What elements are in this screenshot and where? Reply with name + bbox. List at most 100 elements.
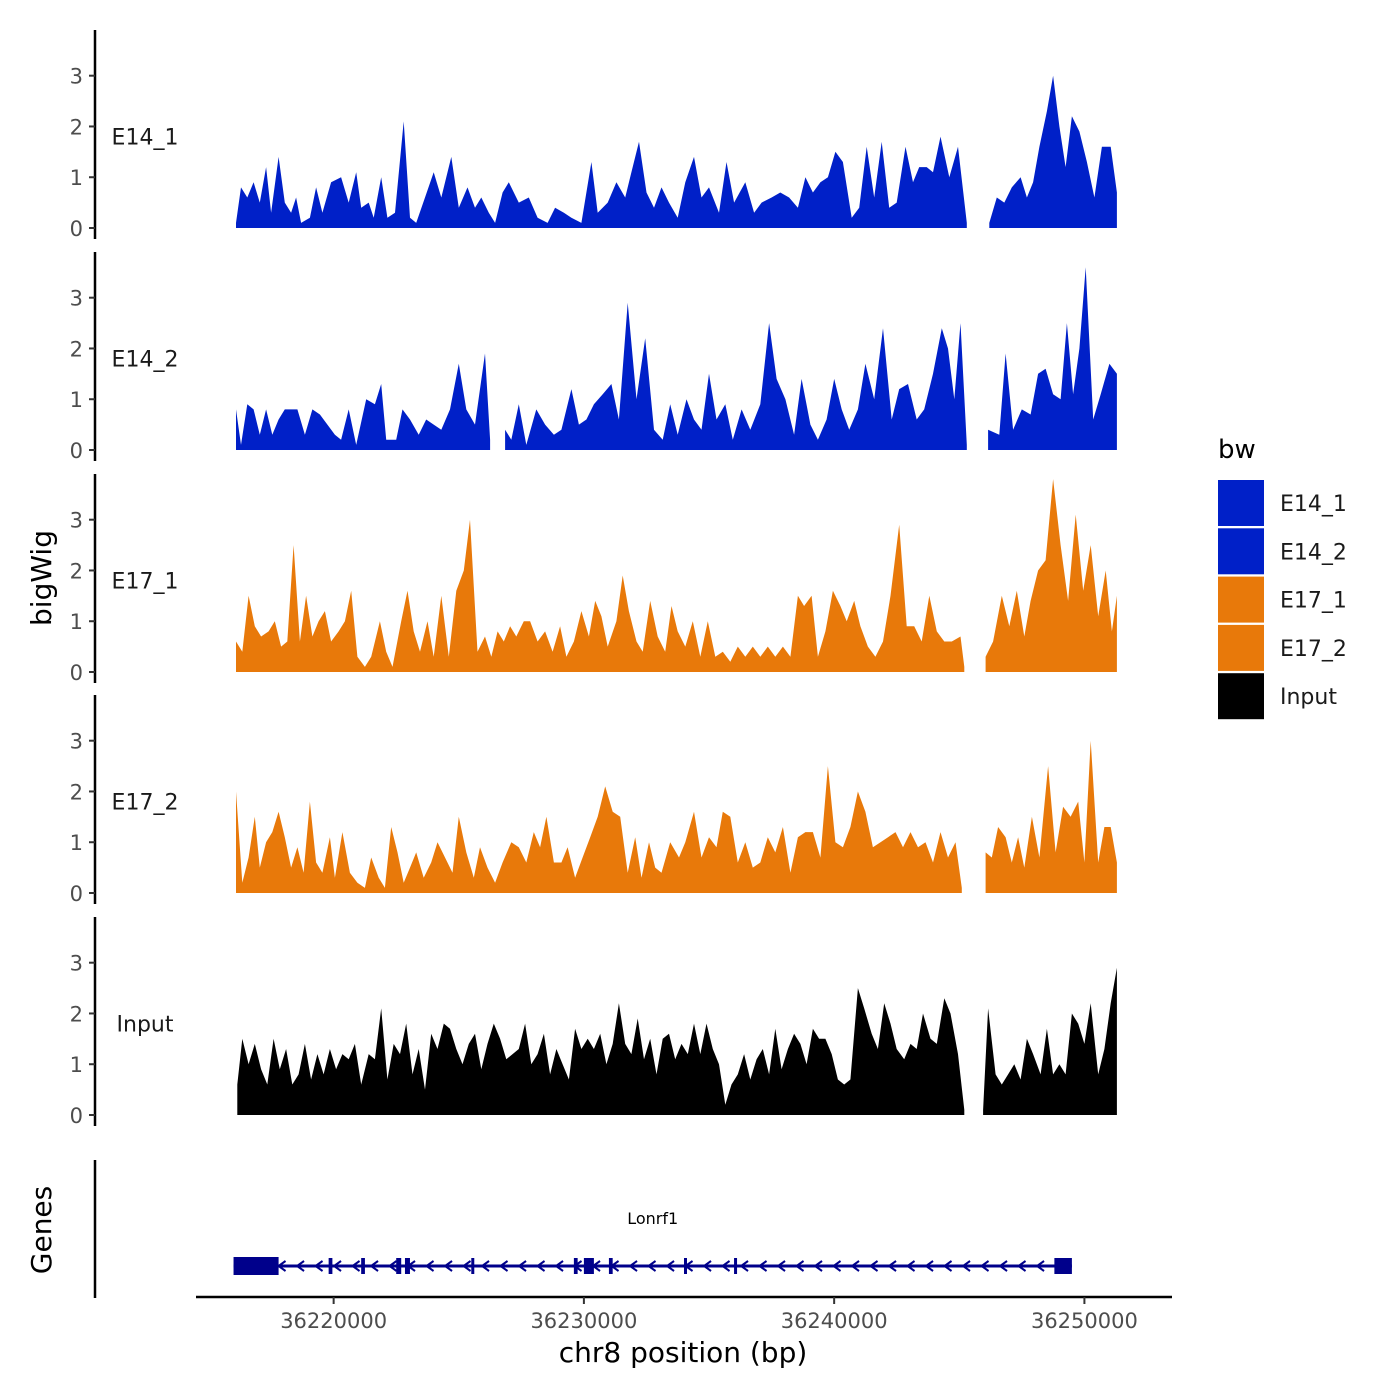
track-label: E14_2 — [112, 348, 179, 373]
y-tick-label: 2 — [70, 780, 83, 804]
x-axis: 36220000 36230000 36240000 36250000 — [196, 1295, 1172, 1333]
strand-arrow — [887, 1260, 897, 1272]
y-tick-label: 1 — [70, 166, 83, 190]
y-axis-title-genes: Genes — [25, 1186, 58, 1274]
y-tick-label: 0 — [70, 661, 83, 685]
y-tick-label: 0 — [70, 439, 83, 463]
gene-exon — [328, 1258, 333, 1274]
strand-arrow — [498, 1260, 509, 1272]
gene-exon — [1054, 1258, 1072, 1274]
strand-arrow — [424, 1260, 435, 1272]
coverage-area — [237, 988, 965, 1115]
coverage-area — [236, 353, 491, 450]
strand-arrow — [942, 1260, 953, 1272]
strand-arrow — [350, 1260, 361, 1272]
legend-swatch — [1218, 528, 1264, 575]
y-tick-label: 0 — [70, 217, 83, 241]
strand-arrow — [702, 1260, 712, 1272]
y-tick-label: 0 — [70, 882, 83, 906]
track-e17-2: 0 1 2 3 E17_2 — [70, 695, 1117, 906]
gene-exon — [233, 1257, 279, 1275]
strand-arrow — [850, 1260, 860, 1272]
y-tick-label: 2 — [70, 337, 83, 361]
x-tick-label: 36220000 — [280, 1309, 387, 1333]
track-label: E14_1 — [112, 126, 179, 151]
strand-arrow — [443, 1260, 453, 1272]
y-tick-label: 3 — [70, 730, 83, 754]
y-tick-label: 2 — [70, 559, 83, 583]
track-label: E17_2 — [112, 791, 179, 816]
strand-arrow — [1016, 1260, 1027, 1272]
strand-arrow — [905, 1260, 916, 1272]
gene-exon — [404, 1258, 410, 1274]
legend-label: E17_2 — [1280, 637, 1347, 662]
gene-exon — [734, 1258, 738, 1274]
gene-exon — [471, 1258, 475, 1274]
y-tick-label: 1 — [70, 1053, 83, 1077]
y-tick-label: 1 — [70, 610, 83, 634]
y-tick-label: 3 — [70, 509, 83, 533]
coverage-area — [236, 519, 965, 672]
gene-exon — [396, 1258, 402, 1274]
strand-arrow — [1035, 1260, 1045, 1272]
strand-arrow — [646, 1260, 657, 1272]
coverage-area — [988, 267, 1117, 450]
y-tick-label: 2 — [70, 115, 83, 139]
legend-swatch — [1218, 624, 1264, 671]
y-tick-label: 3 — [70, 65, 83, 89]
strand-arrow — [517, 1260, 527, 1272]
strand-arrow — [924, 1260, 934, 1272]
coverage-area — [236, 121, 967, 228]
track-e14-1: 0 1 2 3 E14_1 — [70, 30, 1117, 241]
gene-exon — [361, 1258, 365, 1274]
strand-arrow — [554, 1260, 564, 1272]
strand-arrow — [979, 1260, 990, 1272]
strand-arrow — [387, 1260, 398, 1272]
strand-arrow — [757, 1260, 768, 1272]
x-tick-label: 36230000 — [530, 1309, 637, 1333]
y-tick-label: 1 — [70, 831, 83, 855]
strand-arrow — [665, 1260, 675, 1272]
y-tick-label: 2 — [70, 1002, 83, 1026]
x-axis-title: chr8 position (bp) — [559, 1336, 808, 1369]
y-axis-title-bigwig: bigWig — [25, 530, 58, 626]
strand-arrow — [295, 1260, 305, 1272]
coverage-area — [505, 302, 967, 450]
gene-label: Lonrf1 — [627, 1209, 678, 1228]
gene-exon — [583, 1258, 594, 1274]
strand-arrow — [794, 1260, 805, 1272]
track-input: 0 1 2 3 Input — [70, 917, 1117, 1128]
gene-exon — [684, 1258, 687, 1274]
legend-swatch — [1218, 576, 1264, 623]
strand-arrow — [369, 1260, 379, 1272]
bigwig-tracks: 0 1 2 3 E14_1 0 1 2 3 E14_2 0 1 2 3 E17_1 0 1 2 3 E17_2 0 1 2 3… — [70, 30, 1117, 1128]
strand-arrow — [961, 1260, 971, 1272]
y-tick-label: 3 — [70, 287, 83, 311]
genes-panel: Lonrf1 — [93, 1160, 1072, 1298]
coverage-area — [985, 740, 1117, 893]
coverage-area — [983, 967, 1117, 1115]
strand-arrow — [535, 1260, 546, 1272]
coverage-area — [985, 479, 1117, 672]
strand-arrow — [776, 1260, 786, 1272]
track-label: Input — [117, 1013, 174, 1038]
strand-arrow — [480, 1260, 490, 1272]
legend-label: E17_1 — [1280, 589, 1347, 614]
legend-swatch — [1218, 480, 1264, 526]
legend-swatch — [1218, 673, 1264, 720]
x-tick-label: 36240000 — [781, 1309, 888, 1333]
track-label: E17_1 — [112, 570, 179, 595]
strand-arrow — [332, 1260, 342, 1272]
strand-arrow — [868, 1260, 879, 1272]
coverage-area — [989, 75, 1117, 228]
gene-exon — [608, 1258, 613, 1274]
x-tick-label: 36250000 — [1031, 1309, 1138, 1333]
legend-label: E14_1 — [1280, 492, 1347, 517]
legend-title: bw — [1218, 435, 1256, 465]
legend: bw E14_1 E14_2 E17_1 E17_2 Input — [1218, 435, 1347, 720]
gene-exon — [573, 1258, 578, 1274]
legend-label: E14_2 — [1280, 540, 1347, 565]
track-e14-2: 0 1 2 3 E14_2 — [70, 252, 1117, 463]
legend-label: Input — [1280, 685, 1337, 710]
